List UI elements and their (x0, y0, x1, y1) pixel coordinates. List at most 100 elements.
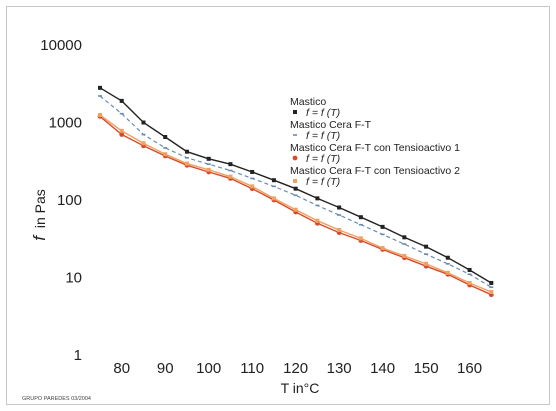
legend-marker (292, 155, 298, 161)
data-point (467, 280, 472, 285)
data-point (163, 134, 168, 139)
data-point (141, 141, 146, 146)
data-point (163, 147, 168, 149)
data-point (98, 85, 102, 90)
data-point (98, 95, 102, 97)
x-tick-label: 100 (196, 360, 221, 377)
x-tick-label: 140 (370, 360, 395, 377)
data-point (184, 157, 189, 159)
x-tick-label: 130 (327, 360, 352, 377)
y-axis-title-group: f in Pas (30, 189, 49, 241)
x-tick-label: 120 (283, 360, 308, 377)
data-point (402, 253, 407, 258)
data-point (206, 163, 211, 165)
x-axis-title: T in°C (281, 380, 320, 396)
data-point (380, 224, 385, 229)
y-tick-label: 10 (65, 270, 82, 287)
footer-source: GRUPO PAREDES 03/2004 (22, 396, 91, 402)
x-tick-label: 150 (414, 360, 439, 377)
legend-entry-name: Mastico (290, 96, 326, 108)
series-line (99, 87, 492, 284)
data-point (206, 167, 211, 172)
y-axis-title: f in Pas (30, 189, 49, 241)
legend-entry-name: Mastico Cera F-T con Tensioactivo 2 (290, 165, 460, 177)
data-point (271, 185, 276, 188)
legend-marker (293, 134, 297, 136)
data-point (489, 286, 494, 288)
series-2 (98, 95, 494, 288)
legend-entry-name: Mastico Cera F-T (290, 119, 372, 131)
legend-marker (293, 110, 297, 114)
y-tick-label: 10000 (40, 37, 82, 54)
data-point (315, 218, 320, 223)
data-point (250, 184, 255, 189)
data-point (337, 205, 342, 210)
data-point (358, 236, 363, 241)
series-layer (97, 85, 494, 298)
x-tick-label: 80 (113, 360, 130, 377)
data-point (271, 178, 276, 183)
data-point (119, 128, 124, 133)
data-point (250, 169, 255, 174)
data-point (402, 243, 407, 245)
data-point (98, 112, 102, 117)
y-axis-unit: in Pas (32, 189, 48, 228)
data-point (119, 112, 124, 115)
data-point (445, 270, 450, 275)
data-point (445, 255, 450, 260)
x-tick-label: 160 (457, 360, 482, 377)
data-point (424, 253, 429, 255)
data-point (119, 98, 124, 103)
data-point (402, 235, 407, 240)
data-point (380, 246, 385, 251)
data-point (467, 273, 472, 276)
legend-entry-formula: f = f (T) (306, 130, 340, 142)
data-point (467, 267, 472, 272)
x-tick-label: 110 (240, 360, 264, 377)
data-point (163, 152, 168, 157)
y-tick-label: 1 (74, 347, 82, 364)
x-tick-label: 90 (157, 360, 174, 377)
legend-entry-formula: f = f (T) (306, 153, 340, 165)
data-point (228, 174, 233, 179)
data-point (184, 161, 189, 166)
data-point (141, 120, 146, 125)
y-tick-label: 1000 (49, 115, 82, 132)
series-4 (98, 112, 494, 294)
data-point (184, 149, 189, 154)
data-point (380, 233, 385, 236)
y-axis-symbol: f (30, 234, 49, 241)
data-point (315, 196, 320, 201)
data-point (489, 280, 494, 285)
data-point (424, 261, 429, 266)
y-axis-ticks: 1 10 100 1000 10000 (40, 37, 82, 364)
data-point (228, 162, 233, 167)
data-point (250, 177, 255, 180)
x-axis-ticks: 80 90 100 110 120 130 140 150 160 (113, 360, 482, 377)
legend-marker (293, 179, 297, 183)
data-point (293, 186, 298, 191)
data-point (489, 289, 494, 294)
data-point (337, 228, 342, 233)
data-point (424, 244, 429, 249)
data-point (141, 133, 146, 136)
data-point (293, 194, 298, 197)
chart-frame (6, 6, 550, 405)
data-point (119, 132, 125, 137)
series-1 (98, 85, 494, 285)
data-point (206, 156, 211, 161)
legend-entry-formula: f = f (T) (306, 176, 340, 188)
data-point (358, 223, 363, 226)
legend-entry-name: Mastico Cera F-T con Tensioactivo 1 (290, 142, 460, 154)
data-point (445, 263, 450, 265)
data-point (358, 215, 363, 220)
y-tick-label: 100 (57, 192, 82, 209)
data-point (315, 204, 320, 207)
data-point (337, 214, 342, 216)
data-point (271, 196, 276, 201)
data-point (228, 169, 233, 172)
data-point (293, 207, 298, 212)
legend-entry-formula: f = f (T) (306, 107, 340, 119)
